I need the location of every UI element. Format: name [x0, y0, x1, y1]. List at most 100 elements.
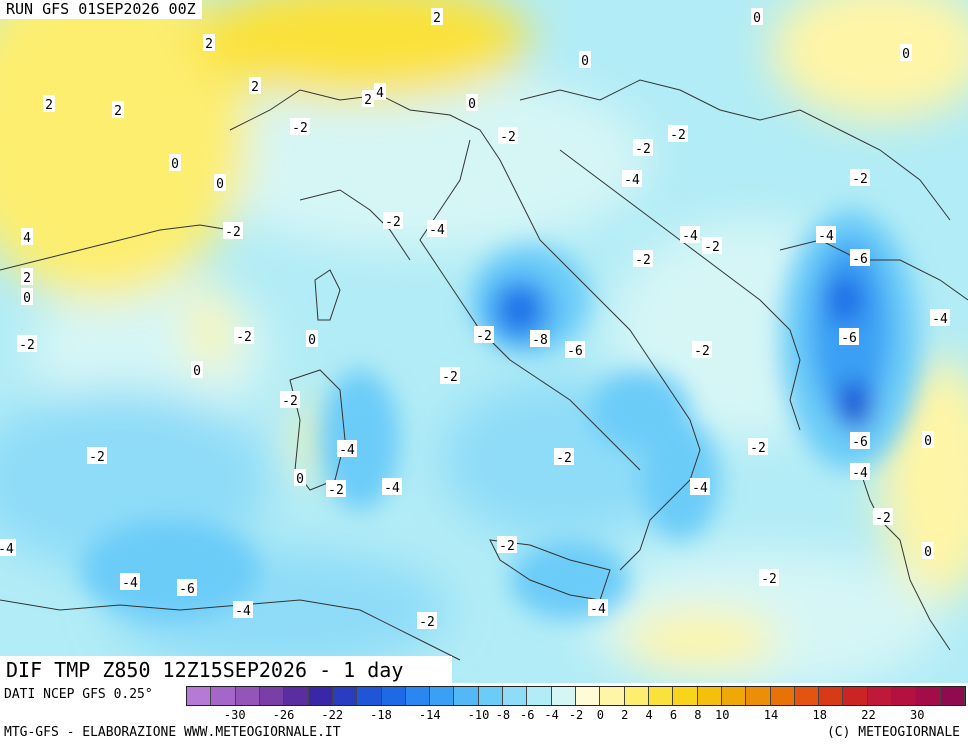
contour-label: -2 — [498, 127, 518, 145]
contour-label: -2 — [668, 125, 688, 143]
contour-label-text: 0 — [902, 47, 910, 62]
data-source: DATI NCEP GFS 0.25° — [0, 686, 157, 704]
contour-label: -2 — [17, 335, 37, 353]
contour-label: -4 — [233, 601, 253, 619]
contour-label-text: -2 — [225, 225, 241, 240]
scale-swatch — [430, 687, 455, 705]
contour-label: -4 — [120, 573, 140, 591]
scale-swatch — [259, 687, 285, 705]
contour-label-text: 0 — [193, 364, 201, 379]
scale-tick-label: 8 — [694, 708, 702, 722]
contour-label-text: 0 — [468, 97, 476, 112]
contour-label-text: 2 — [251, 80, 259, 95]
contour-label: -2 — [417, 612, 437, 630]
contour-label-text: -4 — [235, 604, 251, 619]
contour-label-text: 2 — [205, 37, 213, 52]
scale-swatch — [940, 687, 965, 705]
contour-label: -6 — [565, 341, 585, 359]
contour-label: -8 — [530, 330, 550, 348]
contour-label: -2 — [290, 118, 310, 136]
contour-label: -6 — [850, 249, 870, 267]
scale-swatch — [648, 687, 674, 705]
contour-label-text: -6 — [179, 582, 195, 597]
scale-swatch — [819, 687, 844, 705]
contour-label: -2 — [633, 139, 653, 157]
scale-swatch — [551, 687, 576, 705]
credits: MTG-GFS - ELABORAZIONE WWW.METEOGIORNALE… — [4, 725, 341, 740]
contour-label: 0 — [214, 174, 226, 192]
scale-swatch — [794, 687, 820, 705]
scale-tick-label: 18 — [812, 708, 827, 722]
contour-label-text: 2 — [45, 98, 53, 113]
scale-swatch — [892, 687, 917, 705]
scale-tick-label: -2 — [568, 708, 584, 722]
contour-label: -6 — [177, 579, 197, 597]
map-title: DIF TMP Z850 12Z15SEP2026 - 1 day — [0, 656, 452, 684]
contour-label: 2 — [249, 77, 261, 95]
scale-swatch — [405, 687, 431, 705]
scale-swatch — [746, 687, 771, 705]
scale-swatch — [624, 687, 649, 705]
contour-label: -4 — [850, 463, 870, 481]
contour-label-text: 4 — [376, 86, 384, 101]
contour-label-text: 2 — [364, 93, 372, 108]
scale-swatch — [600, 687, 625, 705]
contour-label: 0 — [466, 94, 478, 112]
scale-tick-label: 6 — [669, 708, 678, 722]
contour-label-text: 0 — [216, 177, 224, 192]
contour-label-text: -4 — [818, 229, 834, 244]
contour-label: -4 — [622, 170, 642, 188]
contour-label-text: -6 — [841, 331, 857, 346]
contour-label-text: -2 — [328, 483, 344, 498]
contour-label: 2 — [431, 8, 443, 26]
contour-label: -2 — [234, 327, 254, 345]
contour-label: -2 — [223, 222, 243, 240]
contour-label: 4 — [374, 83, 386, 101]
contour-label-text: -4 — [384, 481, 400, 496]
scale-tick-label: 22 — [861, 708, 876, 722]
scale-tick-label: -30 — [223, 708, 246, 722]
scale-tick-label: -10 — [467, 708, 490, 722]
scale-tick-label: -18 — [370, 708, 392, 722]
contour-label-text: -6 — [567, 344, 583, 359]
contour-label: -2 — [497, 536, 517, 554]
scale-tick-label: -8 — [495, 708, 511, 722]
contour-label: -2 — [87, 447, 107, 465]
scale-swatch — [478, 687, 504, 705]
contour-label: -4 — [680, 226, 700, 244]
contour-label: -4 — [382, 478, 402, 496]
contour-label: 0 — [751, 8, 763, 26]
scale-tick-label: 2 — [621, 708, 629, 722]
scale-swatch — [187, 687, 212, 705]
contour-label-text: 2 — [433, 11, 441, 26]
contour-label-text: -2 — [761, 572, 777, 587]
contour-label-text: -4 — [852, 466, 868, 481]
contour-label-text: -2 — [704, 240, 720, 255]
contour-label-text: -2 — [442, 370, 458, 385]
scale-tick-label: 4 — [645, 708, 653, 722]
contour-label-text: -2 — [282, 394, 298, 409]
contour-label-text: -2 — [499, 539, 515, 554]
scale-swatch — [454, 687, 479, 705]
scale-swatch — [843, 687, 868, 705]
color-scale-ticks: -30 -26 -22 -18 -14 -10 -8 -6 -4 -2 0 2 4 6 8 10 14 18 22 3… — [186, 706, 966, 724]
contour-label: -2 — [440, 367, 460, 385]
contour-label-text: -2 — [292, 121, 308, 136]
contour-label-text: 0 — [753, 11, 761, 26]
contour-label-text: -6 — [852, 252, 868, 267]
contour-label-text: -2 — [500, 130, 516, 145]
contour-label-text: 0 — [23, 291, 31, 306]
contour-label-text: -4 — [932, 312, 948, 327]
contour-label: 0 — [294, 469, 306, 487]
contour-label: 0 — [21, 288, 33, 306]
contour-label-text: -8 — [532, 333, 548, 348]
contour-label-text: 0 — [581, 54, 589, 69]
scale-tick-label: -4 — [544, 708, 559, 722]
scale-tick-label: -22 — [321, 708, 344, 722]
contour-label: 0 — [306, 330, 318, 348]
contour-label: -2 — [692, 341, 712, 359]
scale-tick-label: 30 — [910, 708, 925, 722]
contour-label: -2 — [474, 326, 494, 344]
scale-swatch — [357, 687, 382, 705]
